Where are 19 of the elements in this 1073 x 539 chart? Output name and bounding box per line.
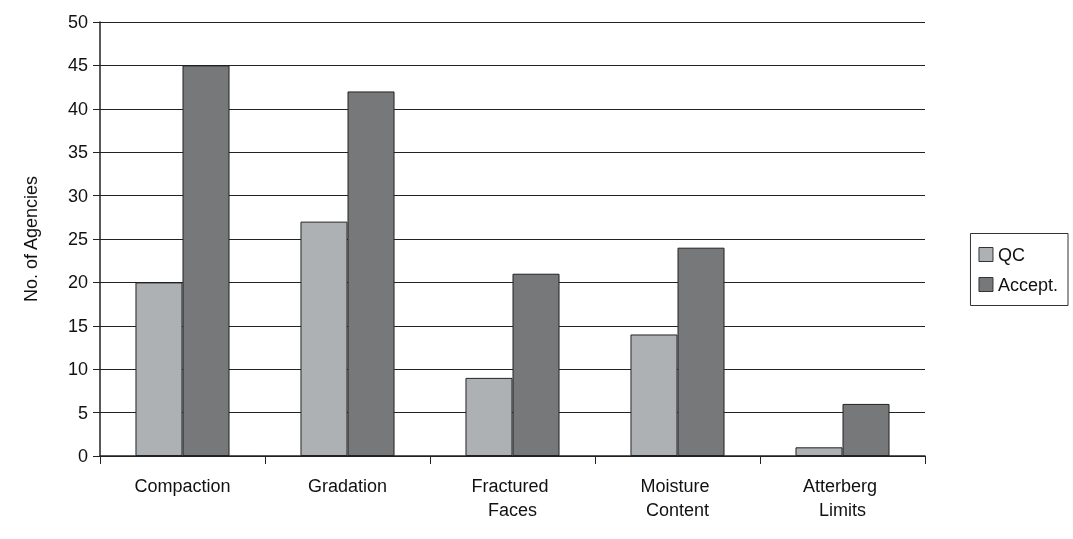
legend-label: QC — [997, 244, 1025, 265]
y-tick-label: 25 — [67, 229, 88, 249]
y-tick-label: 40 — [67, 98, 88, 119]
x-tick-label: Fractured Faces — [471, 476, 554, 520]
x-tick-label: Gradation — [307, 476, 388, 496]
y-tick-label: 15 — [67, 315, 88, 336]
y-tick-label: 30 — [67, 185, 88, 206]
y-tick-label: 10 — [67, 359, 88, 380]
y-tick-label: 50 — [67, 12, 88, 32]
y-tick-label: 35 — [67, 142, 88, 163]
y-tick-label: 0 — [77, 446, 88, 466]
x-tick-label: Moisture Content — [640, 476, 715, 520]
legend-label: Accept. — [997, 274, 1058, 295]
y-axis-title: No. of Agencies — [21, 175, 41, 303]
y-tick-label: 20 — [67, 272, 88, 293]
y-tick-label: 5 — [77, 402, 88, 423]
x-tick-label: Compaction — [134, 476, 231, 496]
y-tick-label: 45 — [67, 55, 88, 76]
x-tick-label: Atterberg Limits — [802, 476, 883, 520]
